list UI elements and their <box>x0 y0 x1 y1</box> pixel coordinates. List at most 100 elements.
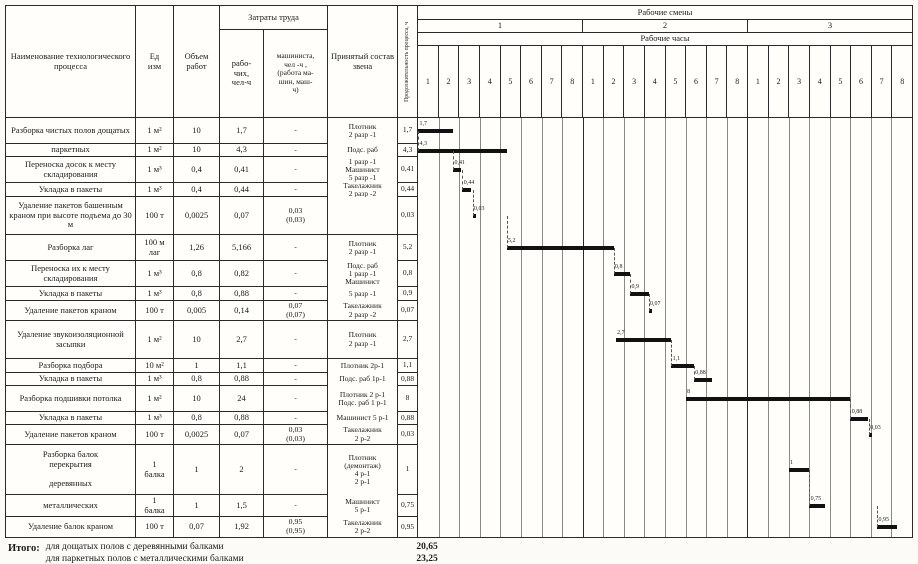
table-row: Переноска досок к месту складирования 1 м… <box>6 157 418 183</box>
row-duration: 8 <box>398 386 418 412</box>
row-labor-workers: 0,07 <box>220 197 264 235</box>
header-shift-number: 1 <box>418 20 583 32</box>
row-name: Укладка в пакеты <box>6 287 136 301</box>
gantt-connector <box>472 190 474 216</box>
row-labor-machinist: - <box>264 118 328 144</box>
row-labor-machinist: - <box>264 287 328 301</box>
gantt-bar <box>452 168 462 172</box>
row-labor-workers: 5,166 <box>220 235 264 261</box>
table-row: Укладка в пакеты 1 м³ 0,4 0,44- Такелажник 2… <box>6 183 418 197</box>
header-hour-number: 7 <box>542 46 563 117</box>
row-volume: 0,8 <box>174 373 220 386</box>
row-labor-machinist: 0,03 (0,03) <box>264 197 328 235</box>
header-hour-number: 4 <box>645 46 666 117</box>
header-hour-number: 8 <box>727 46 748 117</box>
row-labor-machinist: 0,95 (0,95) <box>264 517 328 537</box>
gantt-bar-label: 0,9 <box>631 284 639 291</box>
header-volume: Объем работ <box>174 6 220 117</box>
header-labor-subrow: рабо- чих, чел-ч машиниста, чел -ч , (ра… <box>220 30 327 117</box>
table-row: Удаление пакетов краном 100 т 0,005 0,14 0,0… <box>6 301 418 321</box>
gantt-gridline <box>562 118 564 537</box>
header-hour-number: 4 <box>480 46 501 117</box>
row-duration: 0,8 <box>398 261 418 287</box>
header-shift-number: 2 <box>583 20 748 32</box>
gantt-bar <box>630 292 649 296</box>
row-duration: 0,44 <box>398 183 418 197</box>
header-hour-number: 7 <box>707 46 728 117</box>
gantt-gridline <box>582 118 584 537</box>
row-duration: 1,7 <box>398 118 418 144</box>
gantt-bar-label: 0,03 <box>474 206 485 213</box>
gantt-gridline <box>747 118 749 537</box>
gantt-connector <box>462 170 464 190</box>
row-volume: 0,005 <box>174 301 220 321</box>
row-crew: 1 разр -1 Машинист 5 разр -1 <box>328 157 398 183</box>
row-duration: 0,88 <box>398 373 418 386</box>
row-duration: 0,75 <box>398 495 418 517</box>
row-crew: Плотник 2р-1 <box>328 359 398 373</box>
row-crew: Плотник (демонтаж) 4 р-1 2 р-1 <box>328 445 398 495</box>
header-hour-number: 3 <box>624 46 645 117</box>
header-hour-number: 2 <box>769 46 790 117</box>
gantt-bar-label: 5,2 <box>507 238 516 245</box>
row-crew <box>328 197 398 235</box>
gantt-bar-label: 0,8 <box>615 264 623 271</box>
row-volume: 0,4 <box>174 157 220 183</box>
row-labor-workers: 2,7 <box>220 321 264 359</box>
row-labor-workers: 0,88 <box>220 287 264 301</box>
row-crew: Такелажник 2 разр -2 <box>328 183 398 197</box>
gantt-gridline <box>644 118 646 537</box>
table-row: Разборка балок перекрытия деревянных 1 ба… <box>6 445 418 495</box>
table-row: Разборка лаг 100 м лаг 1,26 5,166- Плотник 2… <box>6 235 418 261</box>
table-rows: Разборка чистых полов дощатых 1 м² 10 1,7- П… <box>6 118 418 537</box>
header-labor-machinist: машиниста, чел -ч , (работа ма- шин, маш… <box>276 50 315 95</box>
gantt-gridline <box>623 118 625 537</box>
table-body: Разборка чистых полов дощатых 1 м² 10 1,7- П… <box>6 118 912 537</box>
row-labor-machinist: 0,07 (0,07) <box>264 301 328 321</box>
gantt-gridline <box>438 118 440 537</box>
gantt-connector <box>671 340 673 366</box>
row-crew: Подс. раб <box>328 144 398 157</box>
row-name: Разборка подбора <box>6 359 136 373</box>
gantt-gridline <box>767 118 769 537</box>
totals-line-text: для паркетных полов с металлическими бал… <box>45 553 244 564</box>
table-row: Удаление звукоизоляционной засыпки 1 м² 10… <box>6 321 418 359</box>
gantt-bar-label: 0,41 <box>454 160 465 167</box>
row-labor-workers: 1,1 <box>220 359 264 373</box>
row-name: паркетных <box>6 144 136 157</box>
gantt-gridline <box>603 118 605 537</box>
header-labor-group: Затраты труда рабо- чих, чел-ч машиниста… <box>220 6 328 117</box>
row-crew: Машинист 5 р-1 <box>328 495 398 517</box>
row-crew: Машинист 5 р-1 <box>328 412 398 425</box>
table-row: металлических 1 балка 1 1,5- Машинист 5 р-1 0… <box>6 495 418 517</box>
row-name: Укладка в пакеты <box>6 373 136 386</box>
row-labor-machinist: - <box>264 321 328 359</box>
row-name: Удаление пакетов краном <box>6 301 136 321</box>
row-unit: 1 м³ <box>136 183 174 197</box>
header-labor-title: Затраты труда <box>220 6 327 30</box>
gantt-bar <box>462 188 472 192</box>
gantt-connector <box>648 294 650 311</box>
row-duration: 4,3 <box>398 144 418 157</box>
table-row: Укладка в пакеты 1 м³ 0,8 0,88- Подс. раб 1р… <box>6 373 418 386</box>
row-name: Укладка в пакеты <box>6 412 136 425</box>
gantt-bar <box>648 309 652 313</box>
row-labor-machinist: 0,03 (0,03) <box>264 425 328 445</box>
gantt-bar-label: 0,75 <box>810 496 822 503</box>
row-volume: 1 <box>174 359 220 373</box>
totals-label: Итого: <box>8 543 40 554</box>
gantt-bar-label: 0,07 <box>650 301 661 308</box>
gantt-bar <box>613 272 630 276</box>
row-unit: 100 м лаг <box>136 235 174 261</box>
row-crew: Такелажник 2 р-2 <box>328 517 398 537</box>
row-name: Переноска их к месту складирования <box>6 261 136 287</box>
row-volume: 1 <box>174 445 220 495</box>
row-crew: 5 разр -1 <box>328 287 398 301</box>
row-volume: 0,8 <box>174 287 220 301</box>
row-crew: Такелажник 2 разр -2 <box>328 301 398 321</box>
row-unit: 1 м³ <box>136 261 174 287</box>
row-labor-machinist: - <box>264 445 328 495</box>
header-shift-number: 3 <box>827 20 833 31</box>
